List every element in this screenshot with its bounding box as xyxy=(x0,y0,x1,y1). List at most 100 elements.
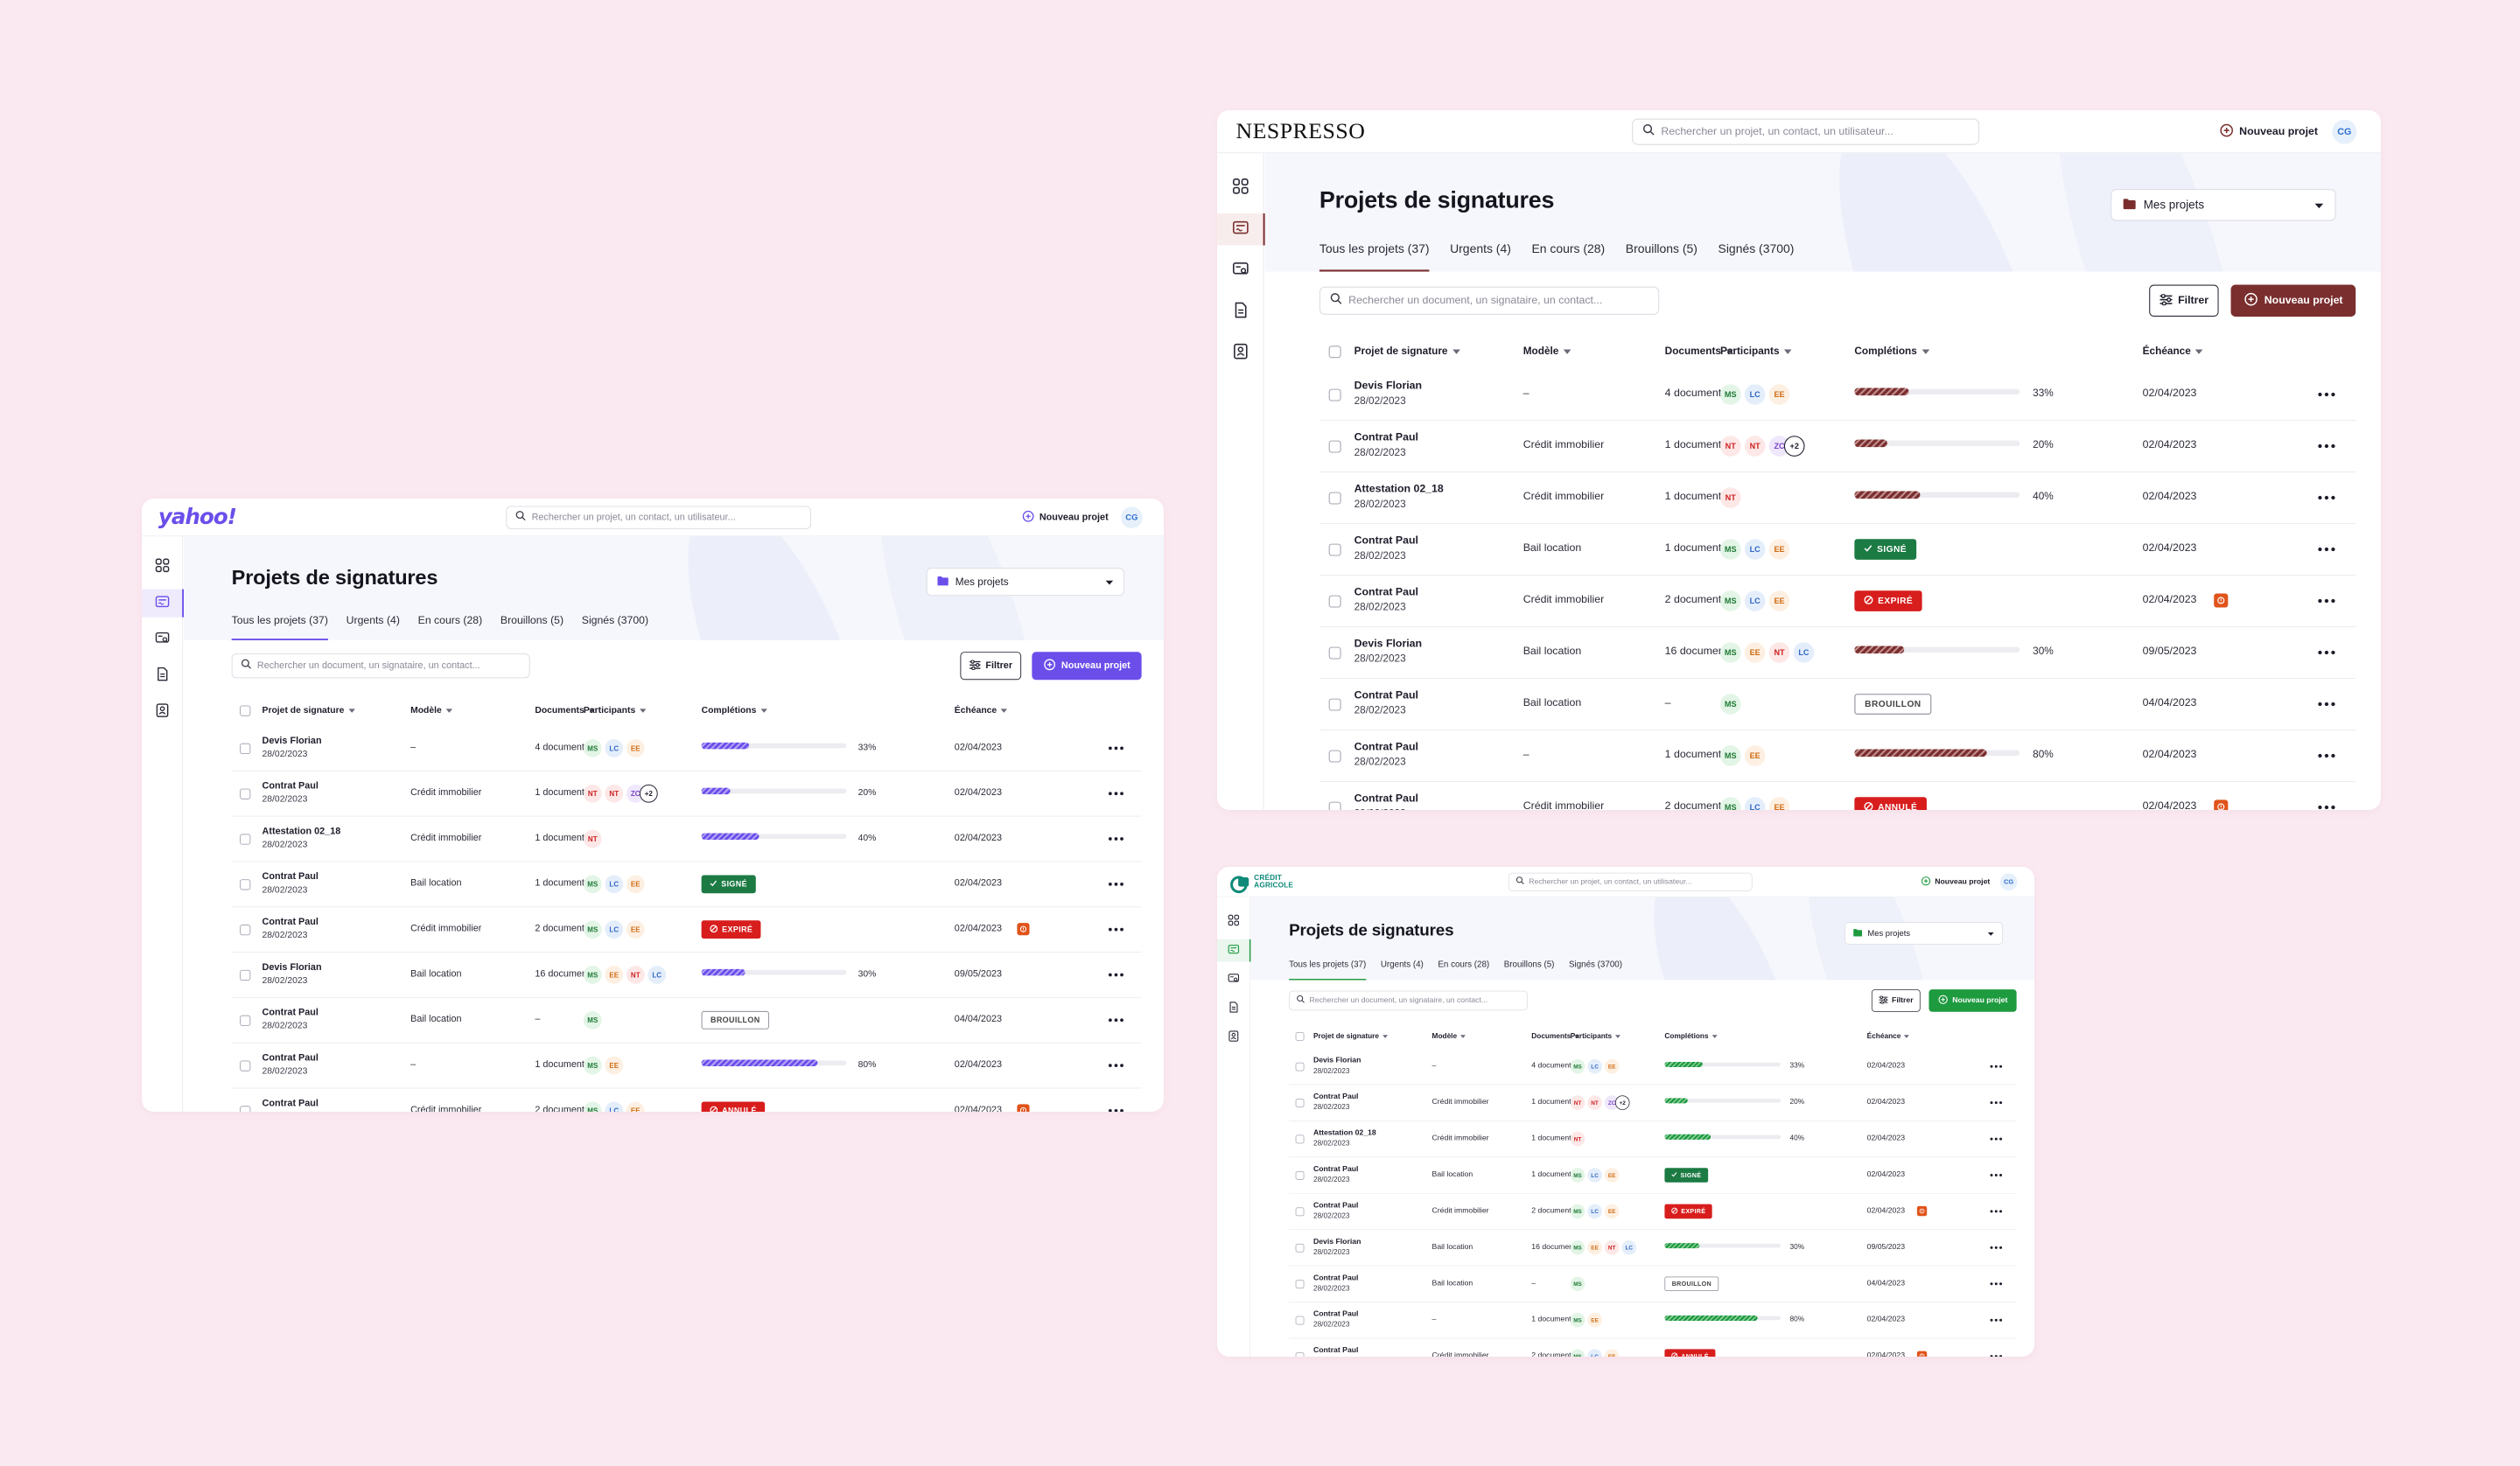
column-header[interactable]: Modèle xyxy=(1432,1032,1466,1040)
more-participants-badge[interactable]: +2 xyxy=(1614,1095,1630,1110)
participant-avatar[interactable]: LC xyxy=(605,920,624,939)
participant-avatar[interactable]: EE xyxy=(626,1101,645,1112)
row-checkbox[interactable] xyxy=(1295,1316,1305,1325)
participant-avatar[interactable]: NT xyxy=(1570,1131,1586,1147)
nav-contacts[interactable] xyxy=(1217,338,1264,369)
participant-avatar[interactable]: MS xyxy=(1719,590,1741,611)
table-row[interactable]: Attestation 02_18 28/02/2023 Crédit immobi… xyxy=(231,817,1142,862)
table-row[interactable]: Devis Florian 28/02/2023 – 4 documents MS LC E… xyxy=(1319,369,2356,422)
participant-avatar[interactable]: EE xyxy=(1744,642,1766,663)
participant-avatar[interactable]: EE xyxy=(1587,1240,1602,1255)
table-row[interactable]: Attestation 02_18 28/02/2023 Crédit immobi… xyxy=(1319,472,2356,525)
nav-dashboard[interactable] xyxy=(142,553,183,581)
table-search-input[interactable]: Rechercher un document, un signataire, u… xyxy=(231,653,530,679)
row-checkbox[interactable] xyxy=(1328,492,1341,505)
column-header[interactable]: Modèle xyxy=(410,705,453,716)
participant-avatar[interactable]: EE xyxy=(605,966,624,984)
column-header[interactable]: Participants xyxy=(584,705,647,716)
project-name[interactable]: Contrat Paul xyxy=(1354,431,1418,443)
project-name[interactable]: Contrat Paul xyxy=(1312,1201,1359,1210)
project-name[interactable]: Contrat Paul xyxy=(1354,534,1418,547)
nav-signature-projects[interactable] xyxy=(1217,213,1265,246)
more-horizontal-icon[interactable] xyxy=(1105,1102,1126,1112)
project-name[interactable]: Devis Florian xyxy=(1312,1238,1362,1246)
brand-logo[interactable]: NESPRESSO xyxy=(1236,119,1365,145)
participant-avatar[interactable]: MS xyxy=(583,1101,602,1112)
select-all-checkbox[interactable] xyxy=(240,705,251,716)
column-header[interactable]: Échéance xyxy=(2143,346,2203,357)
column-header[interactable]: Documents xyxy=(535,705,596,716)
participant-avatar[interactable]: LC xyxy=(605,875,624,894)
more-horizontal-icon[interactable] xyxy=(2314,745,2339,766)
project-name[interactable]: Devis Florian xyxy=(1354,380,1423,392)
tab-all[interactable]: Tous les projets (37) xyxy=(1319,241,1430,272)
table-row[interactable]: Contrat Paul 28/02/2023 Bail location – MS BR… xyxy=(231,998,1142,1044)
row-checkbox[interactable] xyxy=(1295,1280,1305,1289)
tab-drafts[interactable]: Brouillons (5) xyxy=(1503,959,1555,969)
participant-avatar[interactable]: MS xyxy=(1719,642,1741,663)
project-scope-select[interactable]: Mes projets xyxy=(1844,922,2003,945)
participant-avatar[interactable]: MS xyxy=(1570,1276,1586,1292)
project-name[interactable]: Contrat Paul xyxy=(1354,741,1418,753)
nav-dashboard[interactable] xyxy=(1217,911,1250,933)
table-search-input[interactable]: Rechercher un document, un signataire, u… xyxy=(1319,286,1660,315)
tab-signed[interactable]: Signés (3700) xyxy=(1569,959,1622,969)
participant-avatar[interactable]: LC xyxy=(1587,1058,1602,1074)
project-name[interactable]: Contrat Paul xyxy=(1312,1274,1359,1282)
table-row[interactable]: Contrat Paul 28/02/2023 – 1 document MS EE 80%… xyxy=(231,1044,1142,1089)
project-name[interactable]: Devis Florian xyxy=(262,962,322,973)
more-horizontal-icon[interactable] xyxy=(1987,1132,2005,1147)
tab-drafts[interactable]: Brouillons (5) xyxy=(500,613,564,627)
participant-avatar[interactable]: NT xyxy=(1719,487,1741,508)
tab-signed[interactable]: Signés (3700) xyxy=(581,613,649,627)
alert-square-icon[interactable] xyxy=(2214,799,2229,810)
participant-avatar[interactable]: EE xyxy=(1768,384,1790,405)
participant-avatar[interactable]: MS xyxy=(1719,797,1741,810)
project-name[interactable]: Attestation 02_18 xyxy=(1354,483,1444,495)
row-checkbox[interactable] xyxy=(240,969,251,981)
tab-urgent[interactable]: Urgents (4) xyxy=(346,613,400,627)
participant-avatar[interactable]: MS xyxy=(1570,1312,1586,1328)
project-name[interactable]: Contrat Paul xyxy=(1354,792,1418,805)
column-header[interactable]: Participants xyxy=(1720,346,1792,357)
participant-avatar[interactable]: MS xyxy=(583,1056,602,1075)
nav-identities[interactable] xyxy=(142,625,183,653)
alert-square-icon[interactable] xyxy=(1017,923,1030,936)
more-horizontal-icon[interactable] xyxy=(2314,487,2339,508)
row-checkbox[interactable] xyxy=(240,1106,251,1112)
participant-avatar[interactable]: NT xyxy=(583,784,602,803)
select-all-checkbox[interactable] xyxy=(1295,1032,1305,1041)
project-name[interactable]: Attestation 02_18 xyxy=(262,826,341,837)
column-header[interactable]: Projet de signature xyxy=(1313,1032,1388,1040)
more-horizontal-icon[interactable] xyxy=(1105,785,1126,803)
column-header[interactable]: Complétions xyxy=(1664,1032,1718,1040)
tab-signed[interactable]: Signés (3700) xyxy=(1718,241,1795,256)
row-checkbox[interactable] xyxy=(1328,388,1341,401)
table-row[interactable]: Devis Florian 28/02/2023 Bail location 16 d… xyxy=(1289,1230,2017,1267)
row-checkbox[interactable] xyxy=(240,834,251,845)
tab-urgent[interactable]: Urgents (4) xyxy=(1380,959,1424,969)
column-header[interactable]: Complétions xyxy=(702,705,767,716)
more-horizontal-icon[interactable] xyxy=(1987,1059,2005,1074)
new-project-button[interactable]: Nouveau projet xyxy=(1928,989,2017,1012)
nav-dashboard[interactable] xyxy=(1217,172,1264,204)
nav-contacts[interactable] xyxy=(1217,1026,1250,1049)
alert-square-icon[interactable] xyxy=(2214,593,2229,608)
more-horizontal-icon[interactable] xyxy=(1105,830,1126,848)
more-horizontal-icon[interactable] xyxy=(2314,642,2339,663)
participant-avatar[interactable]: NT xyxy=(583,829,602,848)
table-row[interactable]: Devis Florian 28/02/2023 Bail location 16 d… xyxy=(231,953,1142,998)
project-name[interactable]: Devis Florian xyxy=(1312,1056,1362,1065)
more-participants-badge[interactable]: +2 xyxy=(639,784,658,803)
table-row[interactable]: Attestation 02_18 28/02/2023 Crédit immobi… xyxy=(1289,1121,2017,1158)
nav-identities[interactable] xyxy=(1217,255,1264,286)
table-row[interactable]: Contrat Paul 28/02/2023 Bail location 1 doc… xyxy=(231,862,1142,908)
more-horizontal-icon[interactable] xyxy=(1105,1011,1126,1030)
filter-button[interactable]: Filtrer xyxy=(1871,989,1921,1012)
column-header[interactable]: Projet de signature xyxy=(1354,346,1460,357)
row-checkbox[interactable] xyxy=(1328,440,1341,453)
more-horizontal-icon[interactable] xyxy=(1105,920,1126,939)
more-horizontal-icon[interactable] xyxy=(2314,436,2339,457)
